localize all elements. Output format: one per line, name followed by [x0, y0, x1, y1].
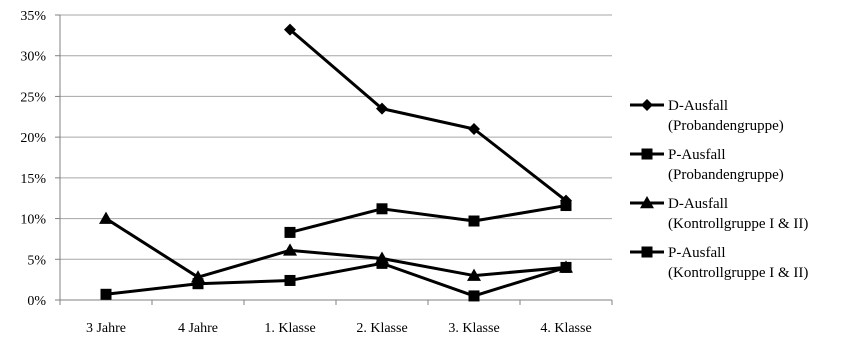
series-2: [284, 200, 572, 238]
legend-label: D-Ausfall: [668, 196, 728, 212]
series-line: [289, 28, 567, 202]
x-tick-label: 3 Jahre: [86, 321, 126, 336]
data-point: [99, 211, 113, 224]
gridlines: [59, 14, 612, 301]
y-tick-label: 0%: [27, 294, 46, 309]
y-tick-label: 10%: [20, 213, 46, 228]
data-point: [468, 290, 480, 302]
x-axis-ticks: 3 Jahre 4 Jahre 1. Klasse 2. Klasse 3. Klass…: [59, 300, 613, 336]
data-point: [560, 200, 572, 212]
legend: D-Ausfall (Probandengruppe) P-Ausfall (Prob…: [630, 98, 808, 281]
data-point: [100, 288, 112, 300]
x-tick-label: 3. Klasse: [448, 321, 499, 336]
legend-item: D-Ausfall (Kontrollgruppe I & II): [630, 196, 808, 232]
data-point: [560, 261, 572, 273]
legend-label: (Kontrollgruppe I & II): [668, 216, 808, 232]
y-tick-label: 15%: [20, 172, 46, 187]
legend-label: D-Ausfall: [668, 98, 728, 114]
legend-label: (Probandengruppe): [668, 167, 784, 183]
x-tick-label: 4 Jahre: [178, 321, 218, 336]
data-point: [376, 102, 388, 115]
x-tick-label: 4. Klasse: [540, 321, 591, 336]
legend-label: (Probandengruppe): [668, 118, 784, 134]
data-point: [284, 226, 296, 238]
data-point: [641, 246, 653, 258]
data-point: [640, 196, 654, 209]
series-line: [289, 204, 567, 234]
data-point: [468, 215, 480, 227]
data-point: [641, 99, 653, 111]
series-4: [100, 257, 572, 302]
legend-item: D-Ausfall (Probandengruppe): [630, 98, 784, 134]
y-tick-label: 5%: [27, 253, 46, 268]
y-tick-label: 25%: [20, 90, 46, 105]
y-tick-label: 20%: [20, 131, 46, 146]
legend-label: P-Ausfall: [668, 147, 726, 163]
legend-label: (Kontrollgruppe I & II): [668, 265, 808, 281]
y-axis-ticks: 0% 5% 10% 15% 20% 25% 30% 35%: [20, 9, 60, 309]
data-point: [284, 23, 296, 36]
data-point: [641, 148, 653, 160]
legend-item: P-Ausfall (Probandengruppe): [630, 147, 784, 183]
data-point: [468, 123, 480, 135]
y-tick-label: 30%: [20, 50, 46, 65]
series-line: [105, 217, 567, 279]
data-point: [467, 268, 481, 281]
legend-label: P-Ausfall: [668, 245, 726, 261]
x-tick-label: 1. Klasse: [264, 321, 315, 336]
series-line: [105, 261, 567, 298]
data-point: [376, 257, 388, 269]
x-tick-label: 2. Klasse: [356, 321, 407, 336]
data-point: [376, 203, 388, 215]
series-1: [284, 23, 572, 207]
data-point: [284, 274, 296, 286]
series-group: [99, 23, 573, 302]
legend-item: P-Ausfall (Kontrollgruppe I & II): [630, 245, 808, 281]
y-tick-label: 35%: [20, 9, 46, 24]
data-point: [192, 278, 204, 290]
data-point: [283, 243, 297, 256]
